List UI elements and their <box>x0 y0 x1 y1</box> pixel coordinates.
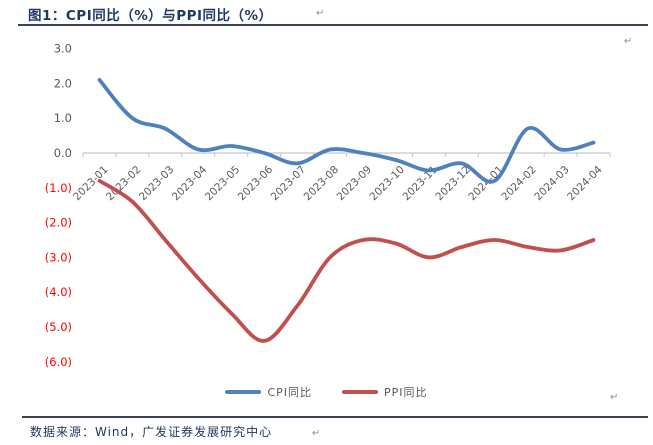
legend-line-swatch <box>342 390 379 394</box>
legend-label: CPI同比 <box>267 386 313 399</box>
y-axis-label: 2.0 <box>54 76 72 90</box>
title-divider <box>18 24 648 26</box>
y-axis-label: (2.0) <box>45 216 72 230</box>
x-axis-label: 2023-10 <box>368 164 408 204</box>
return-mark-icon: ↵ <box>624 36 633 47</box>
x-axis-label: 2023-05 <box>203 164 243 204</box>
return-mark-icon: ↵ <box>312 428 321 439</box>
x-axis-label: 2023-09 <box>335 164 375 204</box>
ppi-line <box>97 178 596 343</box>
legend-item: CPI同比 <box>225 384 312 400</box>
chart-legend: CPI同比 PPI同比 <box>0 384 653 400</box>
x-axis-label: 2023-08 <box>302 164 342 204</box>
y-axis-label: (3.0) <box>45 250 72 264</box>
return-mark-icon: ↵ <box>316 8 325 19</box>
x-axis-label: 2023-06 <box>236 163 276 203</box>
legend-line-swatch <box>225 390 262 394</box>
data-source-note: 数据来源：Wind，广发证券发展研究中心 <box>30 425 273 439</box>
x-axis-label: 2023-03 <box>137 164 177 204</box>
legend-item: PPI同比 <box>342 384 428 400</box>
y-axis-label: (5.0) <box>45 320 72 334</box>
x-axis-label: 2023-04 <box>170 163 210 203</box>
y-axis-label: (1.0) <box>45 181 72 195</box>
legend-label: PPI同比 <box>384 386 428 399</box>
x-axis-label: 2023-07 <box>269 164 309 204</box>
y-axis-label: (6.0) <box>45 355 72 369</box>
x-axis-label: 2024-04 <box>565 163 605 203</box>
footer-divider <box>22 416 648 418</box>
return-mark-icon: ↵ <box>610 392 619 403</box>
y-axis-label: 0.0 <box>54 146 72 160</box>
x-axis-label: 2024-03 <box>532 164 572 204</box>
figure-title: 图1：CPI同比（%）与PPI同比（%） <box>28 8 273 24</box>
cpi-line <box>97 78 596 184</box>
y-axis-label: 3.0 <box>54 42 72 56</box>
y-axis-label: (4.0) <box>45 285 72 299</box>
y-axis-label: 1.0 <box>54 111 72 125</box>
